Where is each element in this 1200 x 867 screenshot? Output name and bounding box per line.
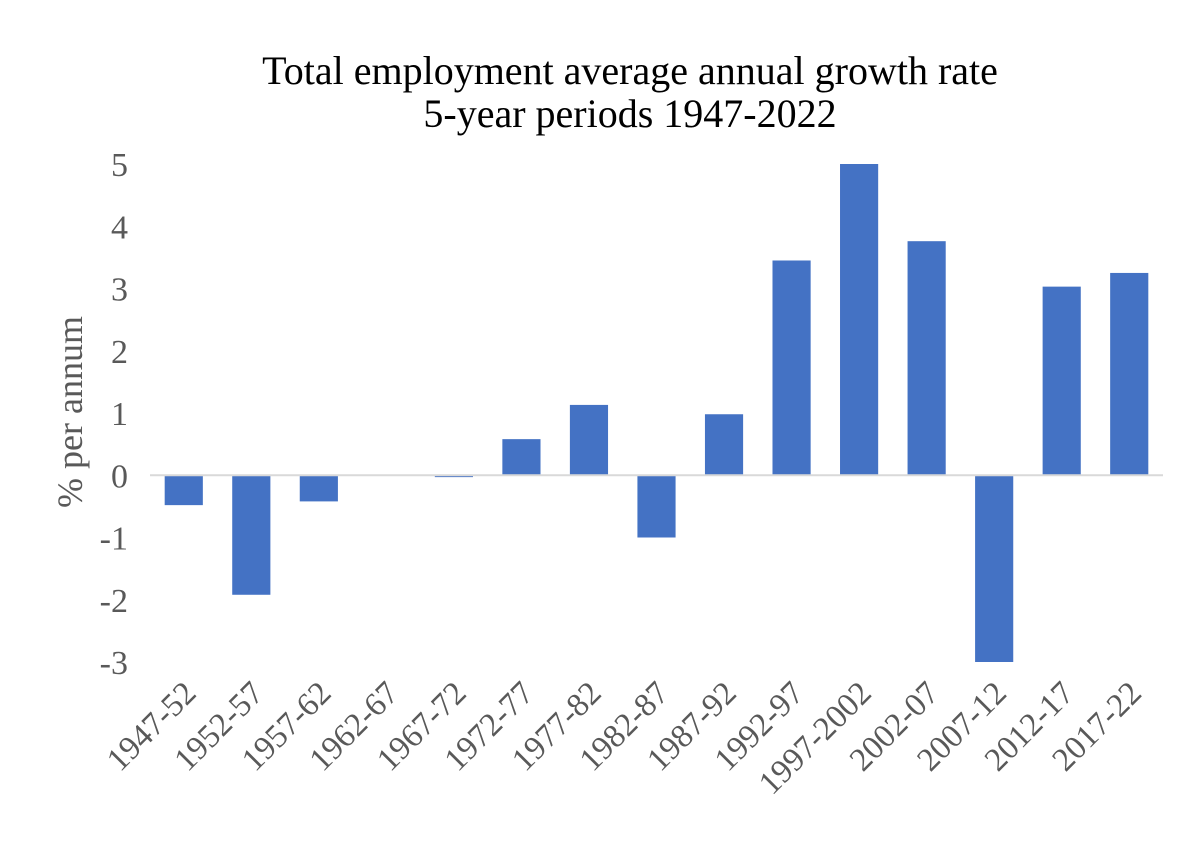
bar bbox=[1110, 272, 1149, 476]
y-tick-label: -3 bbox=[100, 645, 128, 682]
bar bbox=[569, 404, 609, 476]
y-axis-ticks: 5 4 3 2 1 0 -1 -2 -3 bbox=[100, 147, 128, 682]
bar bbox=[164, 475, 203, 506]
y-axis-label: % per annum bbox=[50, 316, 90, 508]
y-tick-label: 0 bbox=[111, 458, 128, 495]
bar bbox=[637, 475, 676, 538]
bar bbox=[840, 164, 879, 476]
bar bbox=[704, 414, 744, 476]
y-tick-label: -2 bbox=[100, 583, 128, 620]
bar bbox=[1042, 286, 1081, 476]
bar bbox=[772, 260, 811, 476]
y-tick-label: 2 bbox=[111, 334, 128, 371]
x-axis-ticks: 1947-521952-571957-621962-671967-721972-… bbox=[100, 675, 1149, 802]
chart-title: Total employment average annual growth r… bbox=[262, 48, 998, 93]
bar bbox=[975, 475, 1014, 662]
y-tick-label: -1 bbox=[100, 521, 128, 558]
bar bbox=[299, 475, 338, 502]
bar bbox=[232, 475, 271, 595]
chart-subtitle: 5-year periods 1947-2022 bbox=[423, 91, 836, 136]
bar bbox=[907, 241, 946, 476]
y-tick-label: 3 bbox=[111, 272, 128, 309]
bar-series bbox=[164, 164, 1149, 662]
bar bbox=[502, 439, 541, 476]
y-tick-label: 5 bbox=[111, 147, 128, 184]
y-tick-label: 1 bbox=[111, 396, 128, 433]
y-tick-label: 4 bbox=[111, 209, 128, 246]
